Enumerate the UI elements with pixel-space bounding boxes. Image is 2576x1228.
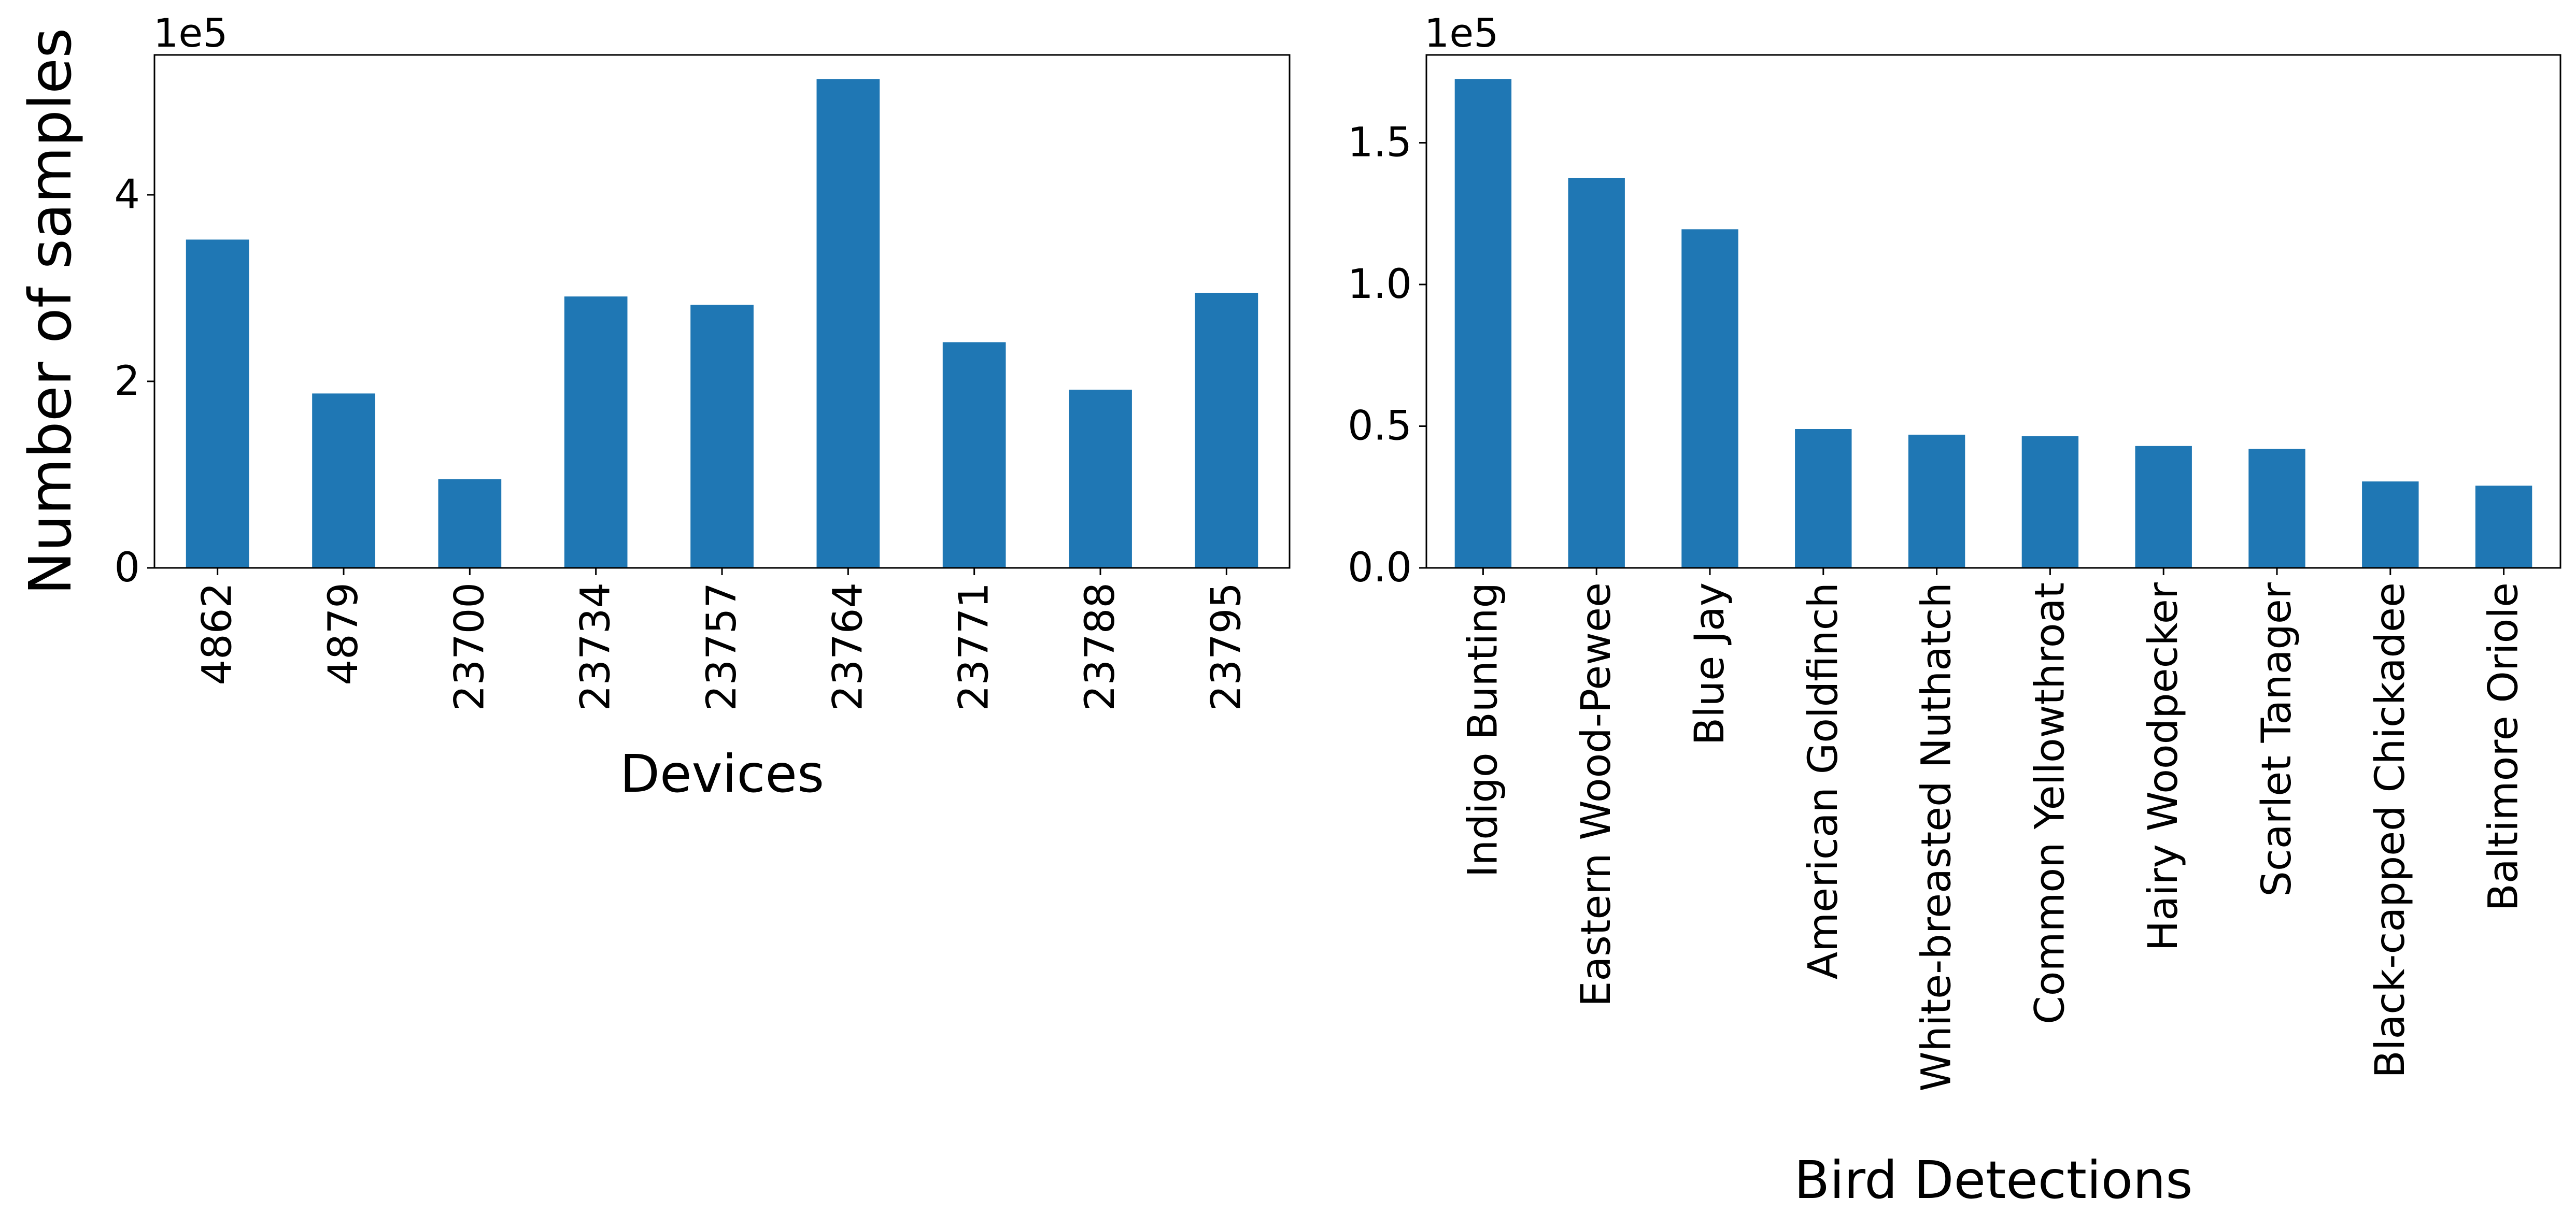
devices-x-tick-label-4: 23734 [573,582,619,711]
devices-x-tick-label-6: 23764 [825,582,871,711]
bird-detections-x-tick-label-5: White-breasted Nuthatch [1914,582,1960,1092]
devices-bar-9 [1195,293,1258,568]
devices-x-tick-label-1: 4862 [194,582,241,686]
devices-bar-3 [438,479,502,568]
bird-detections-x-tick-label-6: Common Yellowthroat [2027,582,2073,1024]
bird-detections-bar-7 [2135,446,2192,568]
bird-detections-bar-1 [1454,79,1512,568]
devices-x-ticks: 4862 4879 23700 23734 23757 23764 23771 23788 23… [194,568,1250,711]
bird-detections-axes-frame [1425,54,2561,569]
devices-x-tick-label-9: 23795 [1203,582,1250,711]
bird-detections-bar-3 [1681,229,1738,568]
devices-x-tick-label-2: 4879 [320,582,367,686]
devices-x-tick-label-5: 23757 [699,582,745,711]
bird-detections-x-tick-label-9: Black-capped Chickadee [2367,582,2414,1078]
devices-y-ticks: 0 2 4 [114,172,154,591]
bird-detections-y-tick-label-4: 1.5 [1348,120,1412,166]
devices-bar-8 [1069,390,1132,568]
bird-detections-bar-5 [1908,434,1965,568]
devices-panel: 0 2 4 4862 4879 23700 23734 23757 23764 23771 237… [17,10,1291,804]
bird-detections-offset-text: 1e5 [1424,10,1498,56]
devices-bar-7 [942,342,1006,568]
bird-detections-bar-9 [2362,481,2419,568]
bird-detections-y-tick-label-3: 1.0 [1348,261,1412,308]
bird-detections-x-axis-label: Bird Detections [1794,1150,2193,1210]
bird-detections-bar-4 [1795,429,1852,568]
bird-detections-y-tick-label-2: 0.5 [1348,403,1412,450]
devices-offset-text: 1e5 [153,10,228,56]
bird-detections-x-tick-label-4: American Goldfinch [1800,582,1847,979]
bird-detections-x-tick-label-8: Scarlet Tanager [2254,582,2300,897]
devices-x-tick-label-8: 23788 [1077,582,1124,711]
devices-y-tick-label-1: 0 [114,545,140,591]
bird-detections-bar-10 [2475,486,2532,568]
devices-bar-5 [690,305,754,568]
devices-bars [186,79,1258,568]
devices-bar-6 [816,79,880,568]
bird-detections-bars [1454,79,2532,568]
devices-bar-4 [564,296,628,568]
devices-y-tick-label-2: 2 [114,358,140,405]
bird-detections-y-tick-label-1: 0.0 [1348,545,1412,591]
bird-detections-bar-8 [2248,449,2305,568]
devices-x-axis-label: Devices [620,744,824,804]
bird-detections-x-tick-label-10: Baltimore Oriole [2481,582,2527,911]
devices-bar-2 [312,393,375,568]
devices-y-axis-label: Number of samples [17,28,84,595]
bird-detections-panel: 0.0 0.5 1.0 1.5 Indigo Bunting Eastern Wood-… [1348,10,2561,1210]
devices-x-tick-label-3: 23700 [446,582,493,711]
devices-x-tick-label-7: 23771 [951,582,998,711]
bird-detections-x-ticks: Indigo Bunting Eastern Wood-Pewee Blue Jay… [1460,568,2527,1092]
devices-y-tick-label-3: 4 [114,172,140,218]
bird-detections-y-ticks: 0.0 0.5 1.0 1.5 [1348,120,1426,591]
devices-bar-1 [186,239,249,568]
bird-detections-x-tick-label-2: Eastern Wood-Pewee [1573,582,1620,1007]
bird-detections-bar-6 [2021,436,2079,568]
bird-detections-x-tick-label-3: Blue Jay [1687,582,1733,745]
bird-detections-x-tick-label-1: Indigo Bunting [1460,582,1506,877]
bird-detections-bar-2 [1568,178,1625,568]
bird-detections-x-tick-label-7: Hairy Woodpecker [2140,582,2187,951]
